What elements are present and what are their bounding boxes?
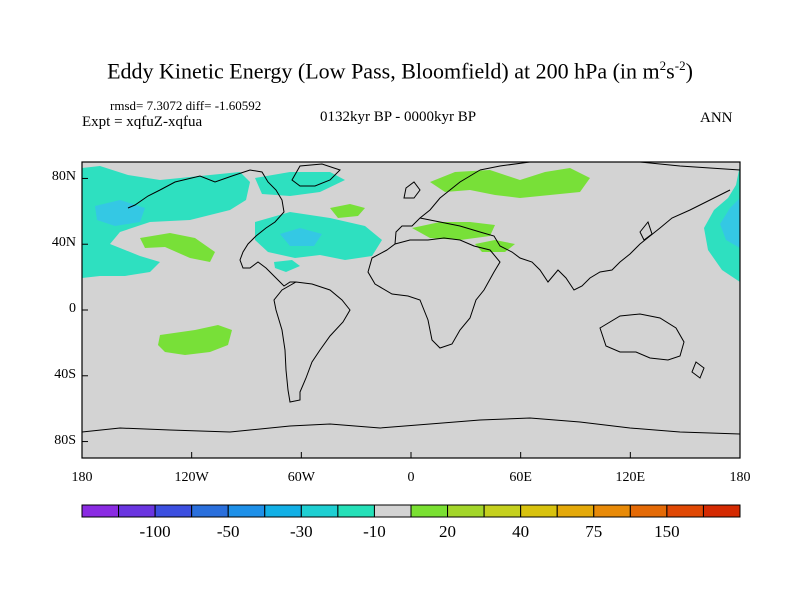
lat-label: 80S [54,432,76,448]
region-north-america-negative [255,172,345,196]
region-west-pacific-core [720,198,740,248]
colorbar-label: -10 [363,522,386,541]
plot-title: Eddy Kinetic Energy (Low Pass, Bloomfiel… [107,58,693,84]
lon-label: 180 [729,470,751,485]
lon-label: 120W [174,470,209,485]
colorbar-label: 75 [585,522,603,541]
colorbar-swatch [373,504,412,518]
lon-label: 60W [287,470,315,485]
lon-label: 0 [407,470,415,485]
lon-label: 180 [71,470,93,485]
season-label: ANN [700,110,733,126]
region-caribbean-negative [274,260,300,272]
colorbar-swatch [154,504,193,518]
region-north-pacific-negative [82,166,250,278]
colorbar-swatch [410,504,449,518]
colorbar-swatch [483,504,522,518]
colorbar-swatch [300,504,339,518]
colorbar-swatch [264,504,302,518]
lon-label: 120E [615,470,646,485]
region-pacific-positive [140,233,215,262]
region-south-pacific-positive [158,325,232,355]
colorbar-swatch [556,504,595,518]
colorbar-label: -30 [289,522,313,541]
stats-label: rmsd= 7.3072 diff= -1.60592 [110,98,262,113]
colorbar-label: -50 [216,522,240,541]
colorbar-swatch [337,504,375,518]
colorbar-swatch [118,504,156,518]
colorbar-swatch [520,504,558,518]
colorbar-label: 20 [439,522,457,541]
experiment-label: Expt = xqfuZ-xqfua [82,114,203,130]
colorbar-swatch [191,504,229,518]
colorbar-label: -100 [139,522,171,541]
lat-label: 80N [51,169,76,185]
colorbar-swatch [593,504,631,518]
lat-label: 40S [54,366,76,382]
colorbar-swatch [447,504,485,518]
colorbar [81,504,741,518]
period-label: 0132kyr BP - 0000kyr BP [320,109,477,125]
colorbar-swatch [666,504,704,518]
region-atlantic-positive [330,204,365,218]
colorbar-swatch [81,504,120,518]
lat-label: 40N [51,235,76,251]
lon-label: 60E [509,470,532,485]
coastlines [82,162,740,435]
region-north-atlantic-core [280,228,322,246]
colorbar-swatch [227,504,266,518]
colorbar-label: 40 [512,522,530,541]
colorbar-swatch [629,504,668,518]
lat-label: 0 [69,301,76,316]
region-mediterranean-positive [412,222,495,240]
colorbar-swatch [702,504,741,518]
colorbar-label: 150 [654,522,680,541]
